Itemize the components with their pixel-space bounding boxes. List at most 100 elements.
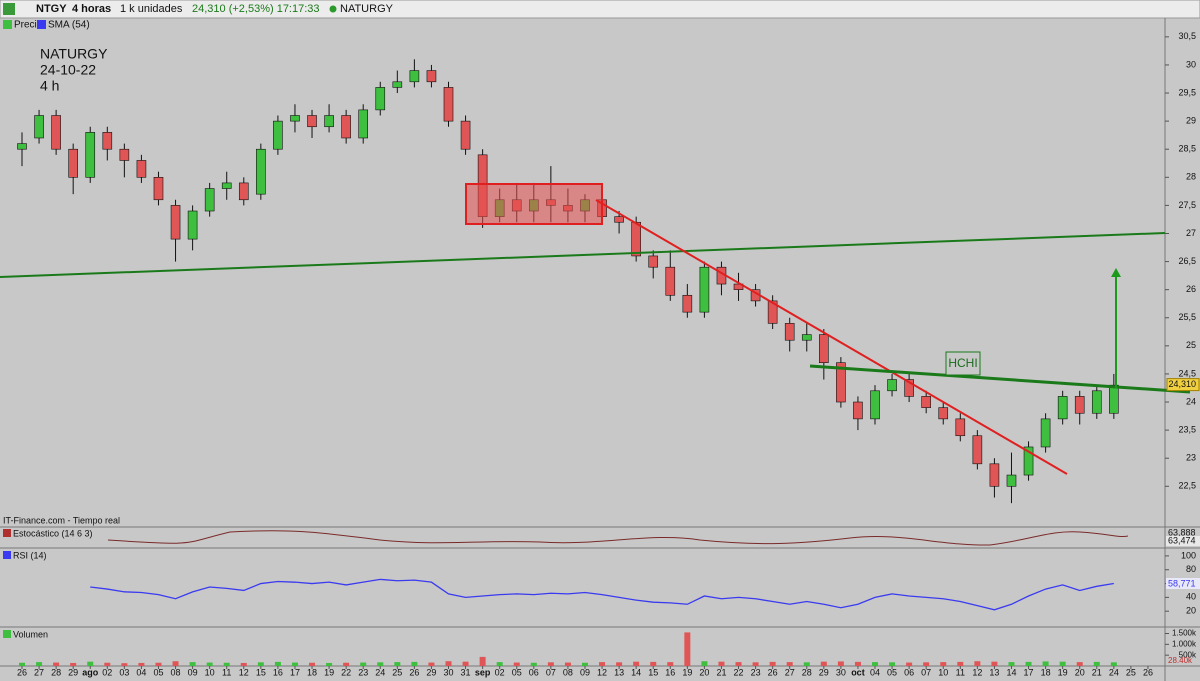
y-tick-label: 24,5 [1178,368,1196,378]
volume-bar [462,661,469,666]
y-tick-label: 23,5 [1178,424,1196,434]
units[interactable]: 1 k unidades [120,3,183,15]
candle-body [921,396,931,408]
volume-bar [87,661,94,666]
x-tick-label: 29 [819,667,829,677]
x-tick-label: 19 [682,667,692,677]
volume-bar [36,662,43,666]
candle-body [665,266,676,296]
volume-bar [377,662,384,666]
candle-body [938,407,949,420]
volume-bar [820,661,827,666]
x-tick-label: 09 [188,667,198,677]
x-tick-label: 12 [972,667,982,677]
x-tick-label: 18 [1041,667,1051,677]
volume-bar [1042,661,1049,666]
x-tick-label: 11 [956,667,965,677]
x-tick-label: 19 [324,667,334,677]
volume-bar [803,662,810,666]
volume-bar [701,661,708,666]
x-tick-label: oct [851,667,865,677]
volume-bar [581,662,588,666]
candle-body [1109,384,1119,414]
candle-body [221,182,232,189]
volume-bar [923,662,930,666]
candle-body [614,216,624,223]
volume-bar [1059,661,1066,666]
toolbar-bg [0,0,1200,19]
x-tick-label: sep [475,667,491,677]
annotation-period: 4 h [40,78,59,94]
candle-body [836,362,846,403]
candle-body [392,81,403,88]
volume-bar [104,662,111,666]
volume-bar [155,662,162,666]
candle-body [409,70,420,83]
x-tick-label: 11 [222,667,231,677]
y-tick-label: 28,5 [1178,144,1196,154]
annotation-name: NATURGY [40,46,108,62]
volume-bar [53,662,60,666]
x-tick-label: 04 [870,667,880,677]
volume-bar [906,662,913,666]
candle-body [648,255,659,268]
x-tick-label: 05 [512,667,522,677]
x-tick-label: 27 [34,667,44,677]
x-tick-label: 29 [68,667,78,677]
volume-bar [479,656,486,666]
volume-bar [1025,661,1032,666]
legend-swatch [37,20,46,29]
x-tick-label: 14 [631,667,641,677]
volume-bar [769,661,776,666]
interval[interactable]: 4 horas [72,3,111,15]
x-tick-label: 07 [921,667,931,677]
x-tick-label: 13 [989,667,999,677]
x-tick-label: 02 [102,667,112,677]
x-tick-label: 15 [256,667,266,677]
y-tick-label: 29,5 [1178,87,1196,97]
candle-body [17,143,27,150]
icon [3,3,15,15]
x-tick-label: 14 [1006,667,1016,677]
legend-price: Precio [14,20,43,31]
candle-body [1006,474,1017,487]
volume-bar [513,662,520,666]
x-tick-label: ago [82,667,99,677]
candle-body [1057,396,1068,420]
volume-bar [19,662,25,666]
x-tick-label: 25 [392,667,402,677]
x-tick-label: 10 [938,667,948,677]
candle-body [341,115,351,139]
legend-swatch [3,529,11,537]
rsi-line [90,578,1114,611]
x-tick-label: 07 [546,667,556,677]
volume-bar [360,662,367,666]
stoch-label-bg [1166,536,1200,546]
y-tick-label: 29 [1186,115,1196,125]
annotation-date: 24-10-22 [40,62,96,78]
symbol[interactable]: NTGY [36,3,67,15]
arrow-head [1111,268,1121,277]
pattern-box [945,351,981,376]
x-tick-label: 09 [580,667,590,677]
quote: 24,310 (+2,53%) 17:17:33 [192,3,320,15]
volume-bar [889,662,896,666]
y-tick-label: 25,5 [1178,312,1196,322]
y-tick-label: 28 [1186,172,1196,182]
volume-bar [394,662,401,666]
candle-body [631,221,641,257]
candle-body [1023,446,1034,476]
volume-bar [837,661,844,666]
candle-body [887,379,897,392]
volume-bar [684,632,691,666]
volume-bar [428,662,435,666]
candle-body [460,120,471,150]
x-tick-label: 12 [597,667,607,677]
rsi-name: RSI (14) [13,550,47,560]
volume-bar [240,662,247,666]
x-tick-label: 03 [119,667,129,677]
y-tick-label: 20 [1186,606,1196,616]
candle-body [853,401,863,420]
candle-body [904,379,914,397]
volume-bar [274,661,281,666]
